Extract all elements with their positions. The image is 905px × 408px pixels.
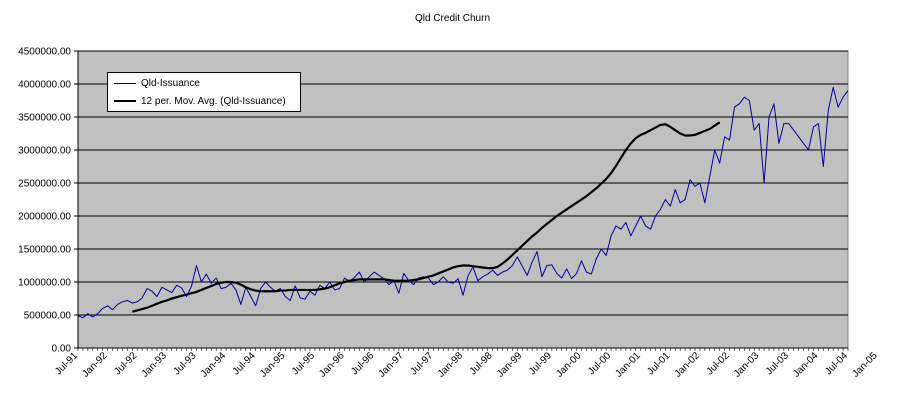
x-tick-label: Jan-99 bbox=[495, 350, 525, 380]
x-tick-label: Jul-96 bbox=[349, 350, 376, 377]
x-tick-label: Jan-96 bbox=[317, 350, 347, 380]
legend-item-issuance: Qld-Issuance bbox=[114, 76, 200, 90]
x-tick-label: Jul-03 bbox=[764, 350, 791, 377]
x-tick-label: Jul-01 bbox=[645, 350, 672, 377]
x-tick-label: Jan-04 bbox=[791, 350, 821, 380]
x-tick-label: Jan-94 bbox=[199, 350, 229, 380]
x-tick-label: Jan-92 bbox=[80, 350, 110, 380]
gridlines bbox=[78, 50, 848, 316]
x-tick-label: Jul-92 bbox=[112, 350, 139, 377]
x-tick-label: Jul-97 bbox=[408, 350, 435, 377]
x-tick-label: Jan-93 bbox=[140, 350, 170, 380]
y-tick-label: 2500000.00 bbox=[18, 179, 71, 190]
x-tick-label: Jan-05 bbox=[850, 350, 880, 380]
y-tick-label: 4000000.00 bbox=[18, 80, 71, 91]
x-tick-label: Jan-00 bbox=[554, 350, 584, 380]
chart-title: Qld Credit Churn bbox=[414, 13, 491, 24]
y-tick-label: 4500000.00 bbox=[18, 47, 71, 58]
y-tick-label: 3500000.00 bbox=[18, 113, 71, 124]
y-tick-label: 1000000.00 bbox=[18, 278, 71, 289]
x-tick-label: Jul-95 bbox=[290, 350, 317, 377]
x-tick-label: Jan-98 bbox=[436, 350, 466, 380]
legend: Qld-Issuance 12 per. Mov. Avg. (Qld-Issu… bbox=[107, 72, 301, 112]
y-tick-label: 0.00 bbox=[52, 344, 72, 355]
x-tick-label: Jul-93 bbox=[172, 350, 199, 377]
y-tick-label: 2000000.00 bbox=[18, 212, 71, 223]
y-tick-label: 500000.00 bbox=[24, 311, 72, 322]
x-tick-label: Jul-94 bbox=[231, 350, 258, 377]
legend-swatch-issuance bbox=[114, 82, 136, 84]
legend-item-moving-average: 12 per. Mov. Avg. (Qld-Issuance) bbox=[114, 94, 286, 108]
series-line-issuance bbox=[77, 86, 849, 319]
legend-label-moving-average: 12 per. Mov. Avg. (Qld-Issuance) bbox=[141, 95, 286, 107]
series-line-moving-average bbox=[132, 121, 721, 313]
x-tick-label: Jul-02 bbox=[705, 350, 732, 377]
legend-label-issuance: Qld-Issuance bbox=[141, 77, 200, 89]
y-tick-label: 1500000.00 bbox=[18, 245, 71, 256]
x-tick-label: Jan-01 bbox=[613, 350, 643, 380]
x-tick-label: Jan-03 bbox=[732, 350, 762, 380]
legend-swatch-moving-average bbox=[114, 100, 136, 102]
x-tick-label: Jan-95 bbox=[258, 350, 288, 380]
y-tick-label: 3000000.00 bbox=[18, 146, 71, 157]
x-tick-label: Jul-99 bbox=[527, 350, 554, 377]
x-tick-label: Jul-00 bbox=[586, 350, 613, 377]
series bbox=[77, 86, 849, 319]
x-tick-label: Jul-04 bbox=[823, 350, 850, 377]
x-tick-label: Jul-98 bbox=[468, 350, 495, 377]
x-tick-label: Jan-02 bbox=[673, 350, 703, 380]
x-tick-label: Jan-97 bbox=[376, 350, 406, 380]
